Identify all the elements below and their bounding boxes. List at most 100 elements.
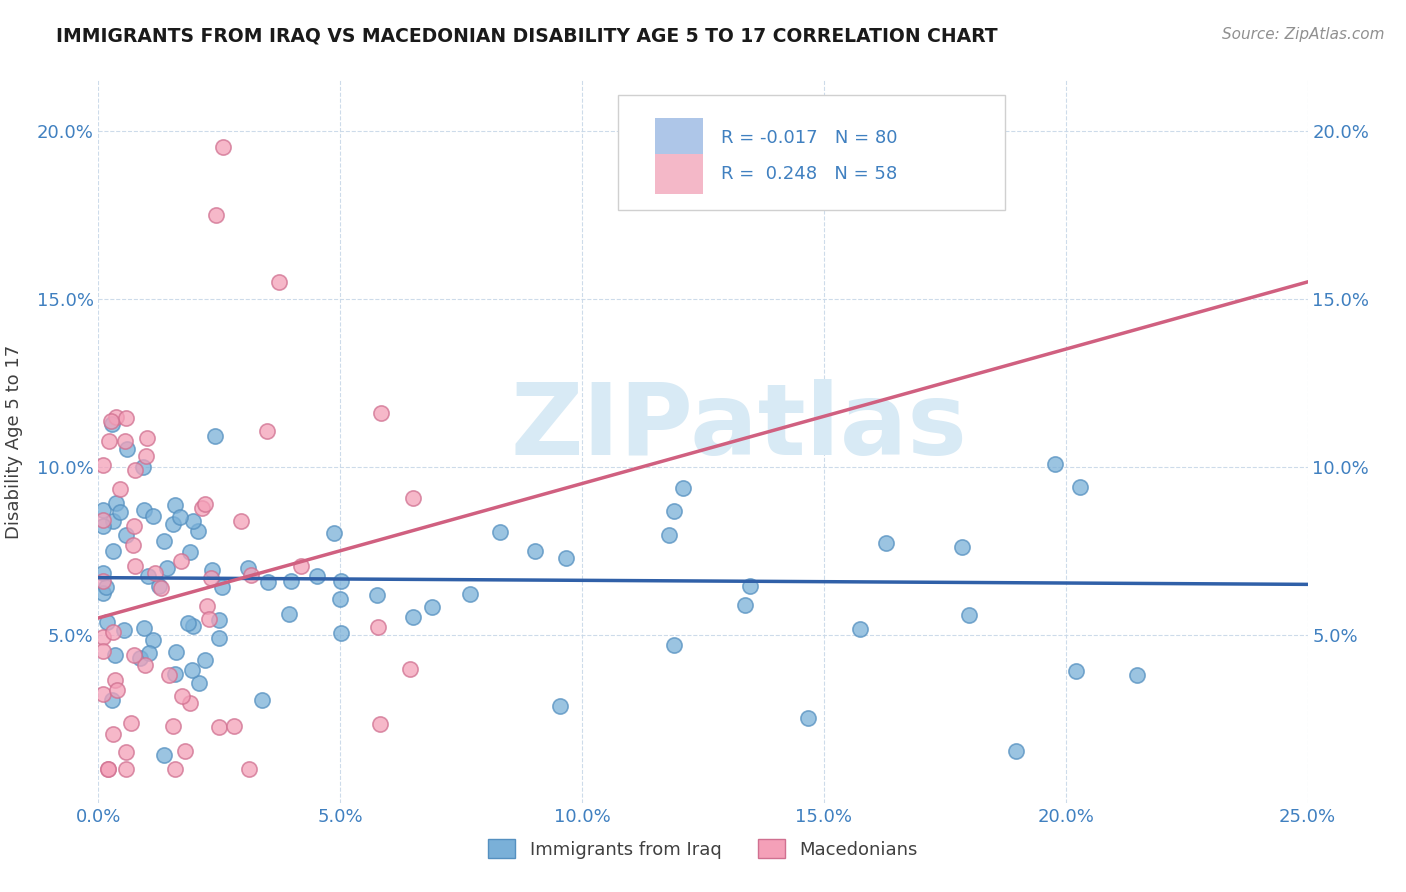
Point	[101, 727, 124, 741]
Point	[224, 719, 246, 733]
Point	[524, 543, 547, 558]
Bar	[655, 119, 703, 158]
Point	[97, 762, 120, 776]
Point	[120, 715, 142, 730]
Point	[402, 491, 425, 506]
Point	[156, 561, 179, 575]
Point	[136, 568, 159, 582]
Point	[238, 762, 260, 776]
Point	[162, 516, 184, 531]
Point	[329, 574, 352, 588]
Point	[229, 514, 252, 528]
Point	[153, 534, 176, 549]
Point	[368, 716, 391, 731]
Point	[1066, 664, 1088, 678]
Point	[197, 612, 219, 626]
Point	[105, 496, 128, 510]
Point	[211, 580, 233, 594]
Point	[257, 575, 280, 590]
Legend: Immigrants from Iraq, Macedonians: Immigrants from Iraq, Macedonians	[481, 832, 925, 866]
Point	[165, 645, 187, 659]
Point	[875, 536, 897, 550]
Y-axis label: Disability Age 5 to 17: Disability Age 5 to 17	[4, 344, 22, 539]
Point	[402, 610, 425, 624]
Point	[124, 559, 146, 574]
Point	[165, 498, 187, 512]
Point	[797, 710, 820, 724]
Text: IMMIGRANTS FROM IRAQ VS MACEDONIAN DISABILITY AGE 5 TO 17 CORRELATION CHART: IMMIGRANTS FROM IRAQ VS MACEDONIAN DISAB…	[56, 27, 998, 45]
Point	[367, 619, 389, 633]
Point	[124, 463, 146, 477]
Point	[91, 566, 114, 580]
Point	[163, 762, 186, 776]
Text: R = -0.017   N = 80: R = -0.017 N = 80	[721, 129, 897, 147]
Point	[1125, 668, 1147, 682]
Point	[398, 662, 420, 676]
Point	[105, 683, 128, 698]
Point	[91, 574, 114, 588]
Point	[143, 566, 166, 580]
Point	[142, 632, 165, 647]
Point	[950, 541, 973, 555]
Point	[489, 525, 512, 540]
FancyBboxPatch shape	[619, 95, 1005, 211]
Point	[101, 624, 124, 639]
Point	[157, 667, 180, 681]
Point	[91, 586, 114, 600]
Point	[94, 580, 117, 594]
Point	[329, 625, 352, 640]
Point	[115, 528, 138, 542]
Point	[91, 458, 114, 472]
Point	[91, 503, 114, 517]
Point	[169, 509, 191, 524]
Point	[115, 745, 138, 759]
Text: Source: ZipAtlas.com: Source: ZipAtlas.com	[1222, 27, 1385, 42]
Point	[101, 543, 124, 558]
Point	[187, 676, 209, 690]
Point	[170, 689, 193, 703]
Point	[205, 208, 228, 222]
Point	[101, 514, 124, 528]
Point	[170, 554, 193, 568]
Point	[138, 646, 160, 660]
Point	[96, 615, 118, 629]
Point	[849, 622, 872, 636]
Point	[115, 411, 138, 425]
Point	[194, 497, 217, 511]
Point	[153, 747, 176, 762]
Point	[142, 508, 165, 523]
Point	[174, 744, 197, 758]
Point	[305, 569, 328, 583]
Point	[323, 526, 346, 541]
Point	[208, 613, 231, 627]
Bar	[655, 154, 703, 194]
Point	[105, 410, 128, 425]
Point	[122, 519, 145, 533]
Point	[734, 598, 756, 612]
Point	[136, 431, 159, 445]
Point	[115, 442, 138, 457]
Point	[98, 434, 121, 448]
Point	[97, 762, 120, 776]
Point	[208, 720, 231, 734]
Point	[104, 648, 127, 662]
Point	[104, 673, 127, 687]
Point	[150, 582, 173, 596]
Point	[1069, 480, 1091, 494]
Point	[100, 693, 122, 707]
Point	[108, 505, 131, 519]
Point	[250, 693, 273, 707]
Point	[114, 434, 136, 448]
Point	[329, 591, 352, 606]
Point	[738, 579, 761, 593]
Point	[240, 568, 263, 582]
Point	[179, 697, 201, 711]
Point	[278, 607, 301, 622]
Point	[662, 638, 685, 652]
Point	[91, 513, 114, 527]
Point	[1005, 744, 1028, 758]
Point	[195, 599, 218, 613]
Text: ZIPatlas: ZIPatlas	[510, 378, 967, 475]
Point	[134, 621, 156, 635]
Point	[187, 524, 209, 538]
